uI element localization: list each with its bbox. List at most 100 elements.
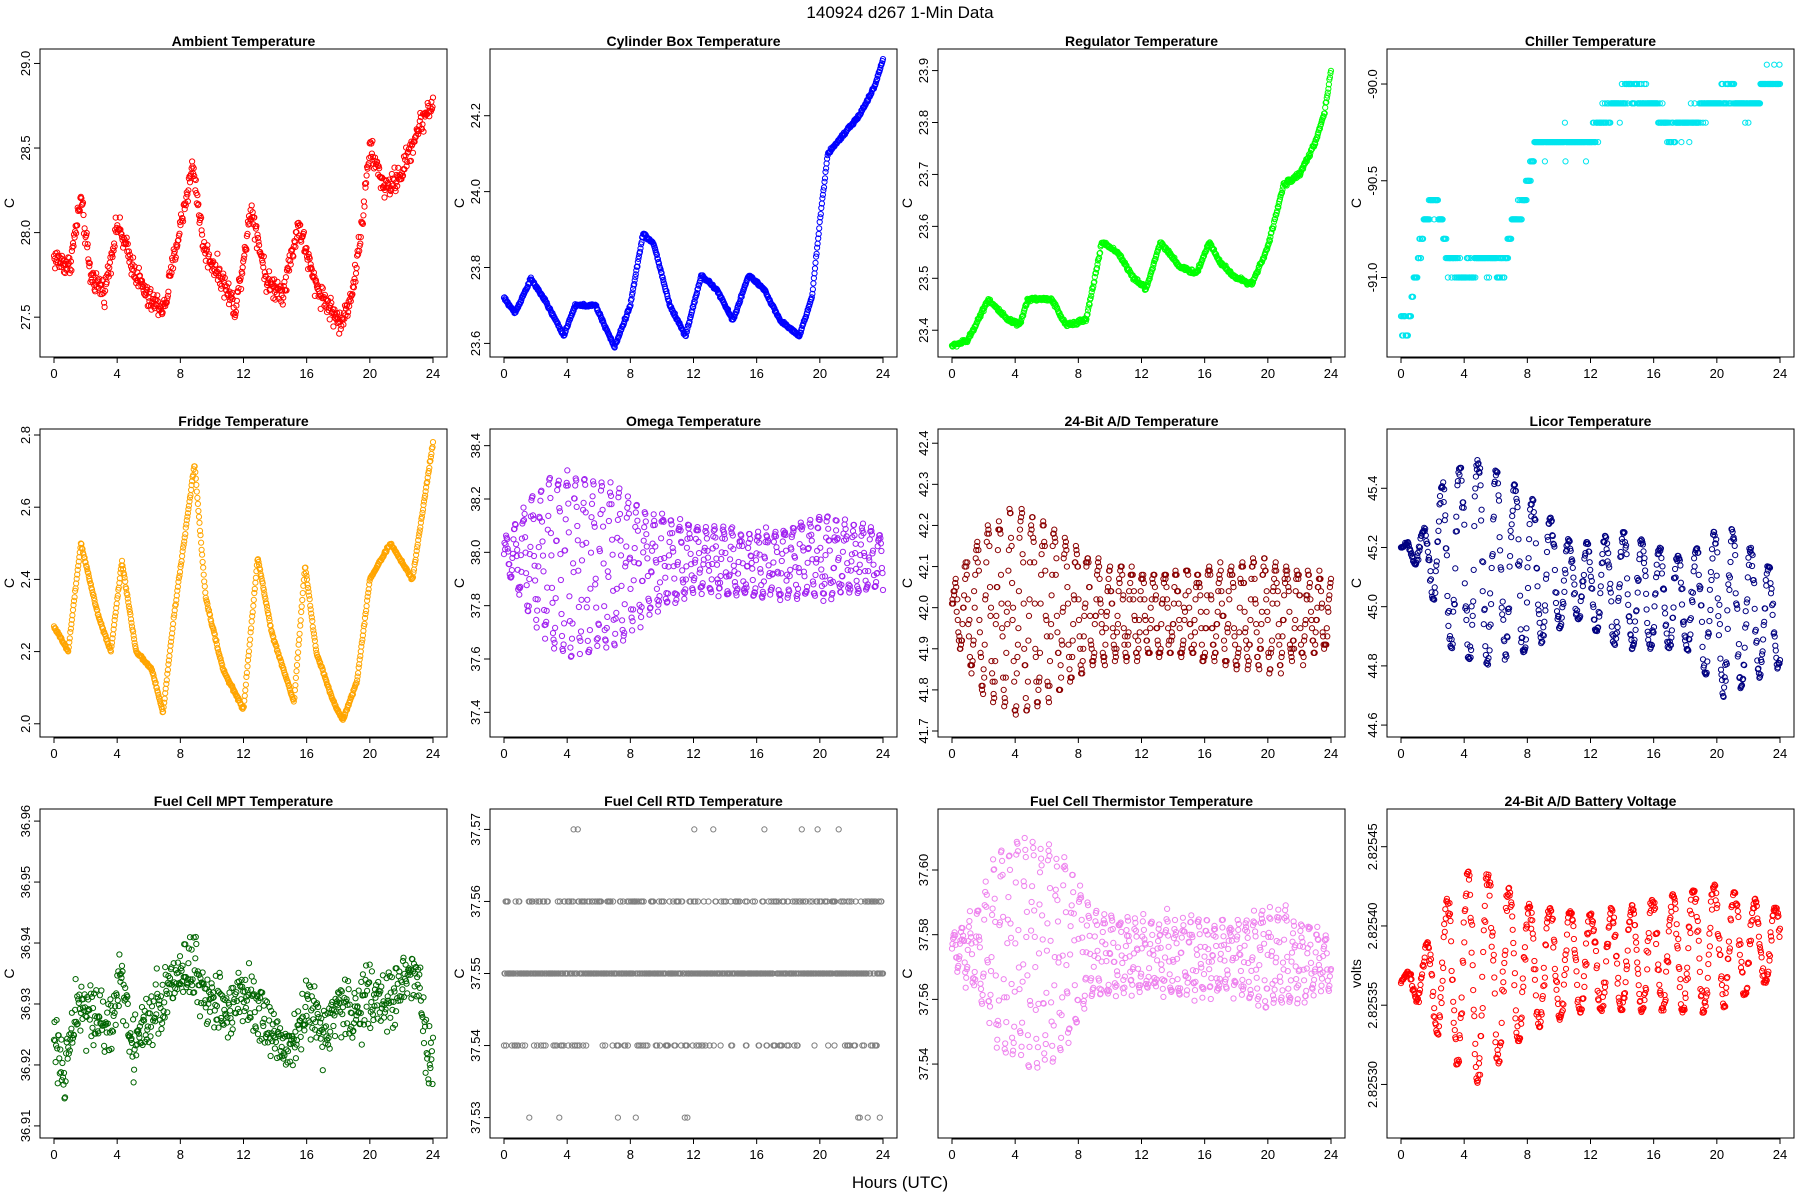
data-point [103, 279, 110, 286]
data-point [167, 272, 174, 279]
x-tick-label: 0 [500, 746, 507, 761]
data-point [240, 258, 247, 265]
x-tick-label: 12 [1583, 366, 1597, 381]
data-point [154, 292, 161, 299]
data-point [221, 274, 228, 281]
data-point [184, 191, 191, 198]
data-point [420, 128, 427, 135]
data-point [628, 295, 635, 302]
data-point [653, 251, 661, 259]
data-point [199, 231, 206, 238]
x-tick-label: 24 [1324, 746, 1338, 761]
data-point [170, 265, 177, 272]
x-tick-label: 12 [236, 366, 250, 381]
data-point [179, 215, 186, 222]
data-point [819, 191, 827, 198]
data-point [621, 319, 628, 326]
x-tick-label: 20 [1710, 366, 1724, 381]
data-point [393, 179, 400, 186]
data-point [813, 253, 820, 260]
data-point [117, 226, 124, 233]
data-point [353, 264, 360, 272]
data-point [814, 244, 821, 251]
data-point [86, 260, 93, 267]
x-tick-label: 16 [1197, 746, 1211, 761]
data-point [85, 256, 92, 263]
data-point [809, 290, 816, 297]
data-point [360, 212, 367, 219]
data-point [306, 255, 313, 262]
data-point [657, 266, 664, 273]
data-point [632, 271, 639, 278]
data-point [633, 267, 640, 274]
data-point [70, 243, 77, 250]
x-tick-label: 4 [1461, 366, 1468, 381]
data-point [54, 249, 61, 256]
data-point [409, 149, 417, 156]
data-point [317, 305, 324, 312]
data-point [297, 221, 304, 228]
data-point [690, 304, 697, 311]
figure-title: 140924 d267 1-Min Data [806, 3, 994, 22]
x-tick-label: 24 [1773, 366, 1787, 381]
data-point [254, 231, 261, 238]
data-point [816, 225, 823, 232]
data-point [307, 265, 314, 272]
data-point [172, 254, 179, 261]
data-point [688, 311, 695, 318]
data-point [815, 235, 822, 242]
data-point [351, 275, 358, 282]
x-tick-label: 20 [1261, 366, 1275, 381]
data-point [820, 187, 827, 194]
data-point [192, 176, 199, 184]
data-point [398, 176, 405, 183]
data-point [266, 268, 273, 275]
data-series [50, 94, 437, 337]
y-axis-label: C [899, 578, 915, 588]
data-point [283, 287, 290, 294]
data-point [195, 201, 202, 208]
x-tick-label: 8 [1075, 746, 1082, 761]
data-point [683, 328, 691, 335]
x-tick-label: 8 [1524, 366, 1531, 381]
x-tick-label: 12 [686, 366, 700, 381]
data-point [255, 238, 262, 245]
data-point [241, 252, 248, 259]
data-point [112, 214, 119, 221]
y-tick-label: 37.6 [468, 646, 483, 671]
data-point [805, 306, 812, 313]
x-tick-label: 24 [426, 366, 440, 381]
x-tick-label: 16 [1646, 366, 1660, 381]
data-point [368, 150, 375, 157]
data-point [632, 274, 639, 281]
y-tick-label: 41.8 [916, 677, 931, 702]
data-point [125, 248, 132, 255]
data-point [124, 240, 131, 247]
data-point [83, 232, 90, 239]
y-tick-label: 28.0 [18, 220, 33, 245]
data-point [659, 273, 666, 280]
y-tick-label: 23.4 [916, 318, 931, 343]
data-point [243, 246, 250, 253]
y-tick-label: 42.1 [916, 554, 931, 579]
data-point [655, 260, 663, 267]
data-point [808, 294, 815, 301]
data-point [84, 241, 91, 248]
y-tick-label: 28.5 [18, 135, 33, 160]
x-tick-label: 20 [363, 366, 377, 381]
data-point [201, 239, 208, 246]
data-point [836, 137, 843, 144]
data-point [74, 222, 81, 229]
y-tick-label: 38.4 [468, 433, 483, 458]
y-tick-label: 38.2 [468, 486, 483, 511]
data-point [684, 325, 691, 332]
y-tick-label: 2.8 [18, 426, 33, 444]
data-point [68, 267, 75, 274]
data-point [616, 330, 624, 337]
x-tick-label: 12 [1134, 366, 1148, 381]
data-point [101, 299, 108, 306]
data-point [184, 198, 191, 205]
x-tick-label: 16 [749, 366, 763, 381]
panel-title: Fridge Temperature [178, 413, 309, 429]
